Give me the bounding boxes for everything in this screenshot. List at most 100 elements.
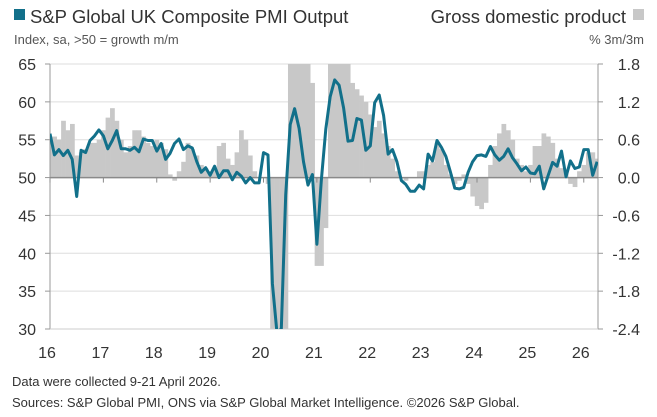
- gdp-bar: [87, 142, 93, 178]
- gdp-bar: [461, 174, 467, 178]
- gdp-bar: [434, 142, 440, 178]
- gdp-bar: [452, 177, 458, 184]
- gdp-bar: [225, 158, 231, 178]
- gdp-bar: [443, 164, 449, 178]
- left-tick-label: 30: [18, 322, 36, 339]
- right-tick-label: 1.2: [618, 95, 640, 112]
- gdp-bar: [279, 177, 284, 329]
- year-label: 19: [198, 345, 216, 362]
- gdp-bar: [359, 95, 364, 178]
- gdp-bar: [581, 164, 587, 178]
- gdp-bar: [497, 133, 502, 178]
- right-tick-label: -1.2: [612, 246, 640, 263]
- gdp-bar: [390, 158, 396, 178]
- gdp-bar: [61, 120, 66, 178]
- gdp-bar: [150, 146, 155, 178]
- gdp-legend-swatch: [633, 9, 644, 20]
- gdp-bar: [74, 155, 80, 178]
- gdp-bar: [181, 161, 186, 178]
- year-label: 26: [572, 345, 590, 362]
- gdp-bar: [101, 130, 106, 178]
- left-tick-label: 40: [18, 246, 36, 263]
- gdp-bar: [163, 149, 169, 178]
- left-axis-subtitle: Index, sa, >50 = growth m/m: [14, 32, 179, 47]
- gdp-bar: [172, 177, 178, 181]
- gdp-bar: [78, 152, 84, 178]
- gdp-bar: [470, 177, 476, 197]
- year-label: 16: [38, 345, 56, 362]
- gdp-bar: [239, 130, 244, 178]
- pmi-line: [50, 78, 598, 329]
- gdp-bar: [554, 158, 560, 178]
- gdp-bar: [190, 149, 195, 178]
- gdp-bar: [532, 146, 538, 178]
- gdp-bar: [541, 133, 547, 178]
- gdp-bar: [118, 139, 124, 178]
- year-label: 24: [465, 345, 483, 362]
- gdp-bar: [394, 171, 400, 178]
- gdp-bar: [577, 171, 582, 178]
- gdp-bar: [385, 146, 391, 178]
- gdp-bar: [381, 133, 387, 178]
- gdp-bar: [283, 177, 289, 329]
- gdp-bar: [430, 161, 436, 178]
- gdp-bar: [332, 64, 338, 178]
- axis-labels: 65 1.8 60 1.2 55 0.6 50 0.0 45 -0.6 40 -1.2 35 -1.8 30…: [18, 57, 640, 362]
- right-tick-label: -1.8: [612, 284, 640, 301]
- gdp-bar: [310, 82, 315, 178]
- gdp-bar: [328, 64, 333, 178]
- year-label: 22: [358, 345, 376, 362]
- gdp-bar: [301, 64, 307, 178]
- year-label: 21: [305, 345, 323, 362]
- gdp-bar: [354, 89, 360, 178]
- gdp-bars: [50, 64, 598, 329]
- gdp-bar: [376, 120, 382, 178]
- left-tick-label: 60: [18, 95, 36, 112]
- gdp-bar: [545, 136, 551, 178]
- gdp-bar: [372, 127, 378, 178]
- gdp-bar: [252, 171, 258, 178]
- gdp-bar: [114, 120, 120, 178]
- gdp-bar: [425, 164, 431, 178]
- right-tick-label: -2.4: [612, 322, 640, 339]
- gdp-bar: [403, 177, 409, 181]
- gdp-bar: [92, 142, 98, 178]
- left-tick-label: 45: [18, 208, 36, 225]
- gdp-bar: [243, 139, 249, 178]
- gdp-bar: [127, 146, 133, 178]
- left-tick-label: 50: [18, 171, 36, 188]
- gdp-legend-title: Gross domestic product: [431, 6, 626, 27]
- left-tick-label: 65: [18, 57, 36, 74]
- gdp-bar: [96, 139, 102, 178]
- gdp-bar: [141, 136, 146, 178]
- pmi-legend-title: S&P Global UK Composite PMI Output: [30, 6, 348, 27]
- gdp-bar: [50, 136, 53, 178]
- gdp-bar: [474, 177, 480, 206]
- gdp-bar: [483, 177, 489, 203]
- gdp-bar: [132, 130, 138, 178]
- gdp-bar: [203, 168, 209, 178]
- right-tick-label: -0.6: [612, 208, 640, 225]
- gdp-bar: [559, 168, 565, 178]
- gdp-bar: [439, 149, 444, 178]
- gdp-bar: [585, 152, 591, 178]
- gdp-bar: [212, 168, 218, 178]
- gdp-bar: [421, 171, 427, 178]
- year-label: 20: [252, 345, 270, 362]
- gdp-bar: [345, 64, 351, 178]
- gdp-bar: [319, 177, 324, 266]
- gdp-bar: [416, 171, 422, 178]
- gdp-bar: [145, 142, 151, 178]
- gdp-bar: [323, 177, 329, 229]
- gdp-bar: [590, 152, 596, 178]
- gdp-bar: [523, 171, 529, 178]
- gdp-bar: [136, 130, 142, 178]
- left-tick-label: 55: [18, 133, 36, 150]
- year-label: 17: [91, 345, 109, 362]
- gdp-bar: [350, 82, 355, 178]
- gdp-bar: [479, 177, 484, 210]
- gdp-bar: [216, 146, 222, 178]
- gdp-bar: [305, 64, 311, 178]
- gdp-bar: [456, 177, 462, 181]
